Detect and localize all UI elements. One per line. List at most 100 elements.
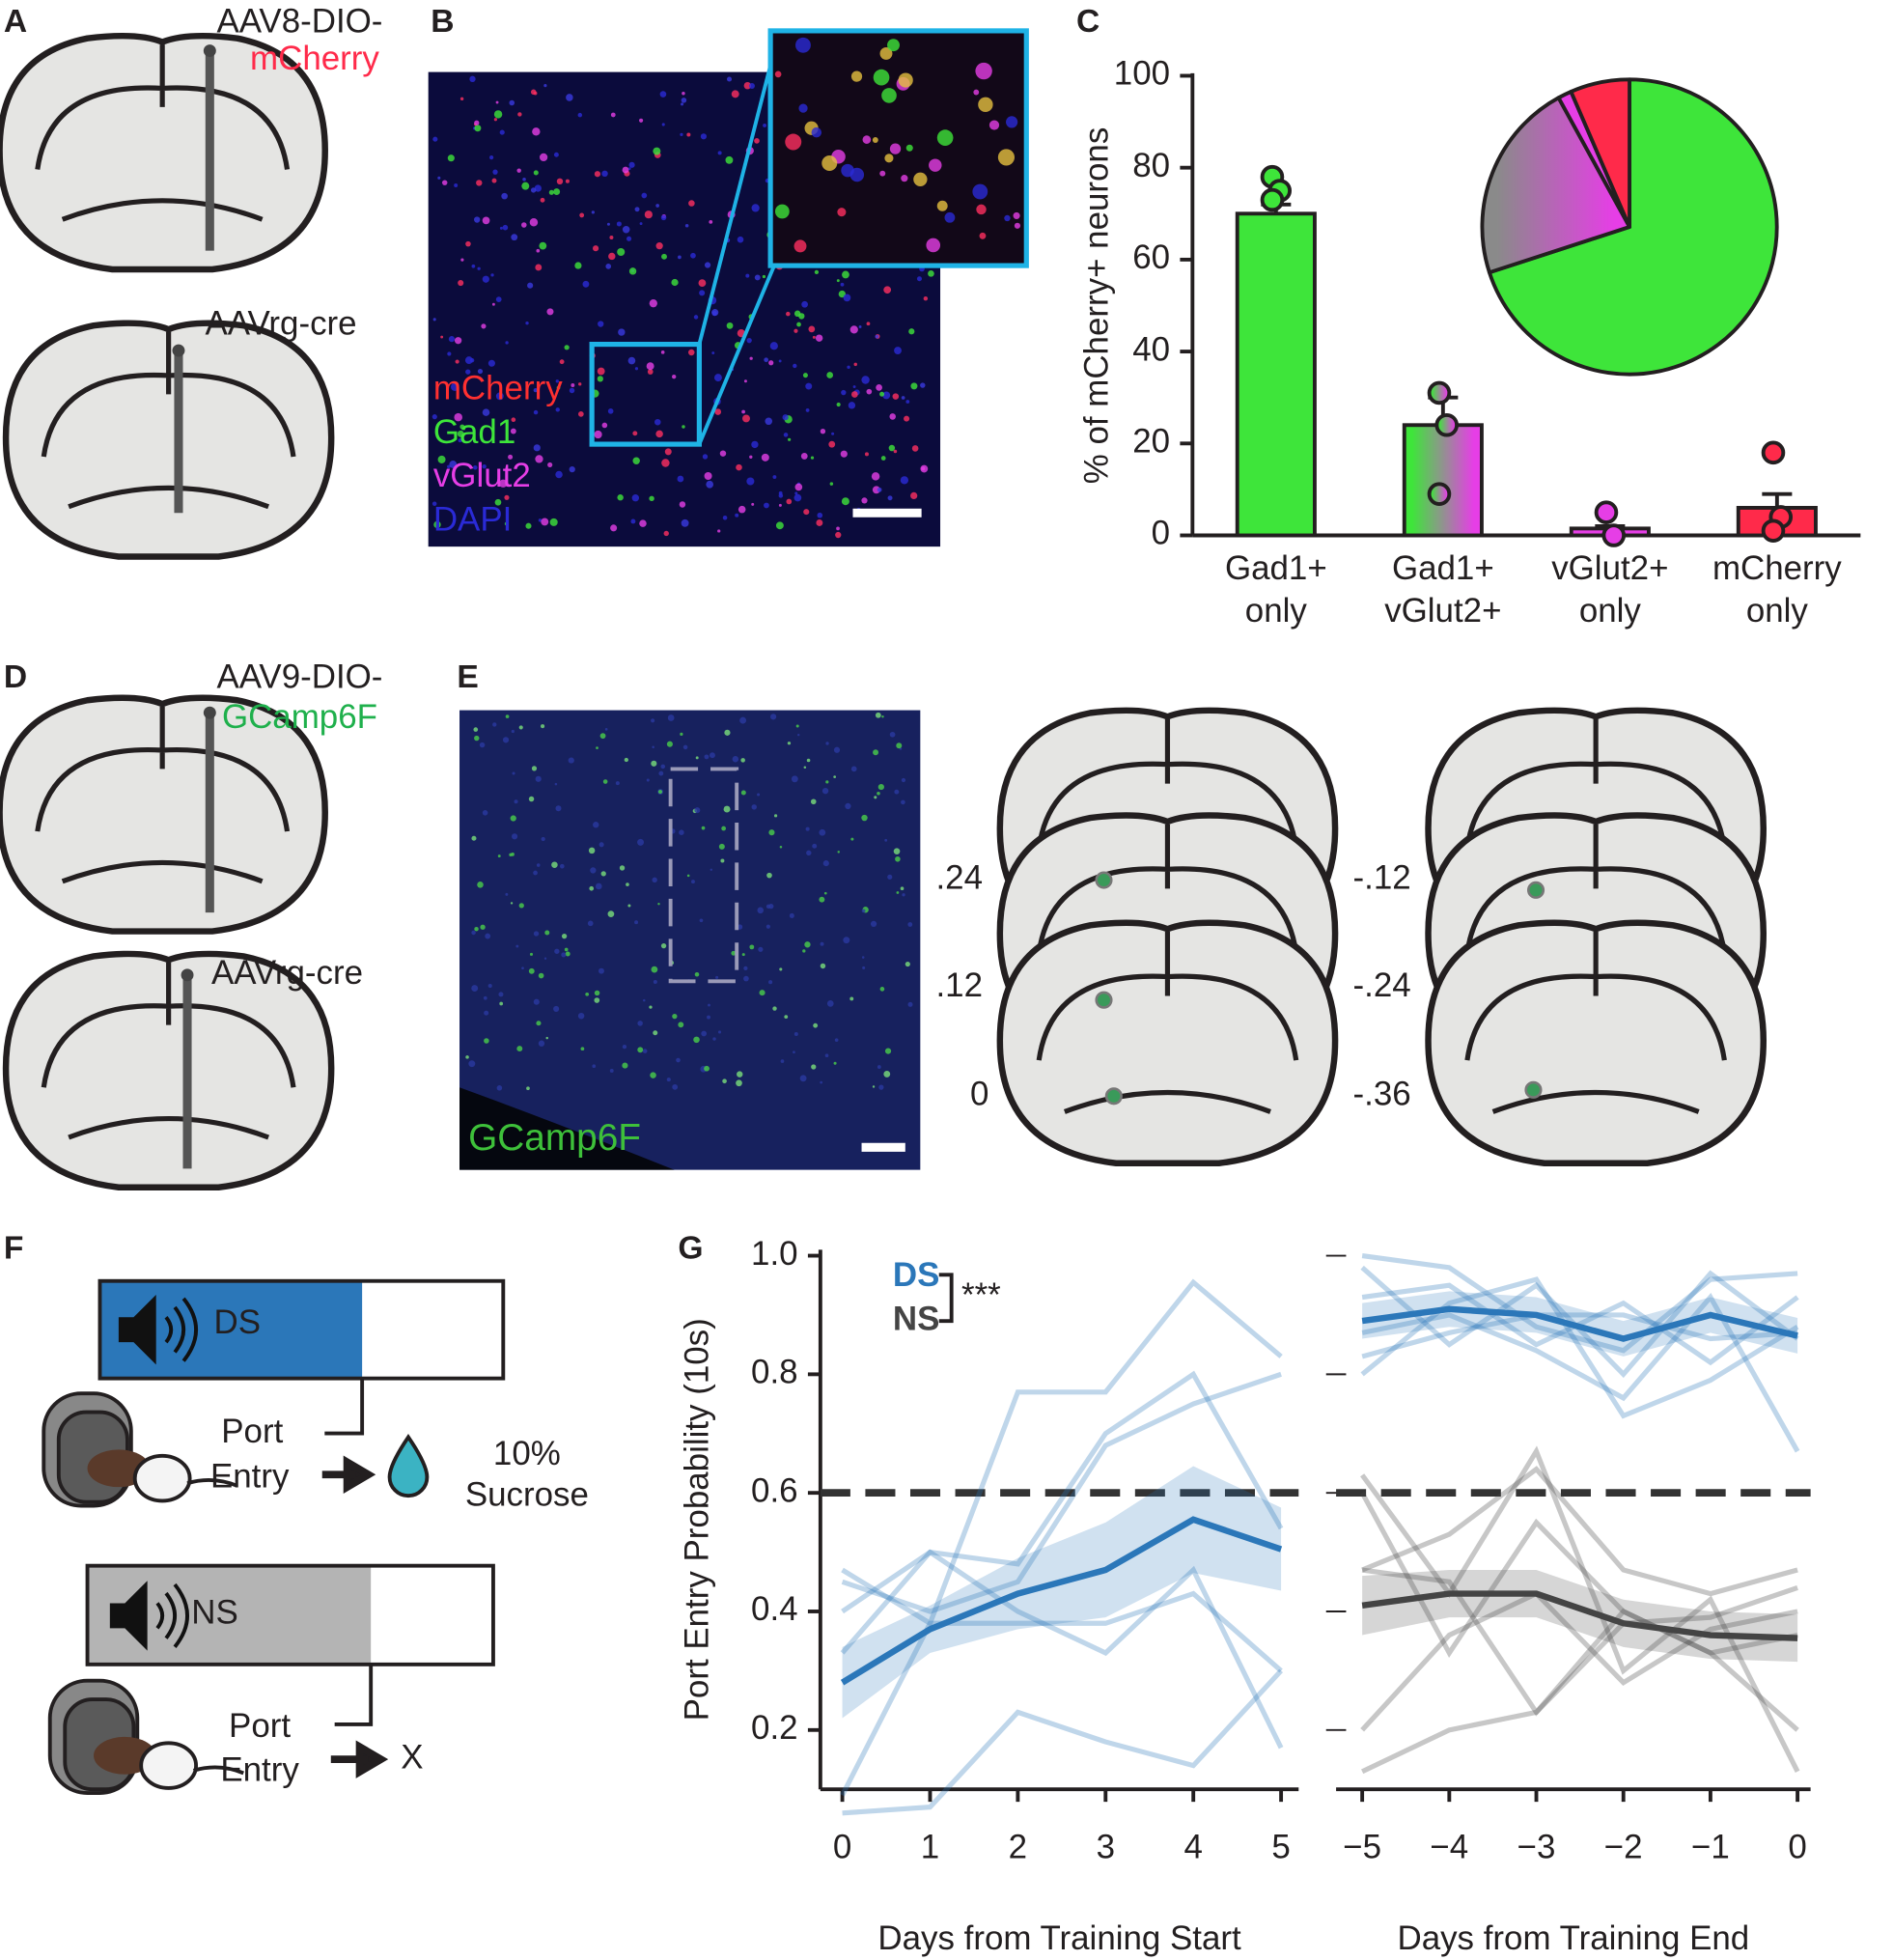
- cell: [459, 97, 464, 101]
- cell: [458, 438, 462, 443]
- cell: [828, 440, 836, 448]
- cue-label: NS: [191, 1593, 238, 1631]
- cell: [783, 433, 789, 437]
- individual-trace: [1361, 1584, 1798, 1775]
- cell: [504, 521, 509, 526]
- cell: [535, 264, 543, 271]
- y-axis-label: % of mCherry+ neurons: [1078, 127, 1116, 485]
- cell: [884, 838, 888, 842]
- cell: [564, 947, 569, 952]
- brain-structure: [35, 44, 291, 222]
- data-point: [1260, 187, 1285, 212]
- cell: [791, 775, 798, 783]
- cell: [555, 379, 560, 383]
- cell: [737, 1071, 743, 1078]
- cell: [432, 318, 436, 322]
- ds-trial-box: [97, 1278, 506, 1381]
- cell: [512, 771, 515, 775]
- cell: [836, 402, 841, 407]
- cell: [726, 322, 734, 329]
- cell: [660, 214, 667, 221]
- cell: [772, 1006, 777, 1011]
- cell: [512, 833, 518, 840]
- cell: [681, 98, 687, 103]
- cell: [861, 909, 866, 913]
- cell: [928, 269, 934, 277]
- cell: [601, 170, 608, 178]
- cell: [551, 861, 558, 868]
- x-tick-label: mCherry: [1712, 549, 1842, 587]
- cell: [535, 455, 543, 463]
- cell: [797, 733, 800, 737]
- x-tick-label: Gad1+: [1392, 549, 1494, 587]
- cell: [820, 941, 824, 946]
- cell: [577, 112, 583, 118]
- cell: [653, 979, 657, 984]
- cell: [680, 732, 683, 736]
- cell: [630, 518, 636, 524]
- cell: [592, 1064, 597, 1069]
- cell: [879, 391, 885, 397]
- panel-letter: C: [1076, 4, 1100, 40]
- cell: [663, 530, 669, 537]
- cell: [627, 356, 636, 365]
- cell: [764, 502, 769, 509]
- y-tick-label: 40: [1132, 330, 1170, 368]
- cell: [748, 82, 755, 90]
- cell: [837, 208, 847, 217]
- cell: [522, 177, 526, 182]
- cell: [704, 262, 711, 268]
- y-axis-label: Port Entry Probability (10s): [679, 1318, 716, 1721]
- cell: [517, 112, 522, 117]
- cell: [556, 385, 561, 390]
- cell: [929, 158, 942, 172]
- cell: [894, 789, 900, 795]
- cell: [831, 432, 835, 435]
- cell: [655, 204, 659, 208]
- cell: [495, 296, 502, 302]
- cell: [492, 169, 498, 175]
- cell: [622, 225, 630, 234]
- cell: [693, 315, 699, 320]
- cell: [607, 408, 614, 414]
- cell: [632, 457, 640, 464]
- cell: [577, 1012, 585, 1020]
- cell: [599, 842, 604, 848]
- cell: [813, 1022, 819, 1028]
- bregma-label: -.24: [1353, 966, 1411, 1004]
- cell: [450, 382, 459, 391]
- cell: [653, 1030, 658, 1036]
- cell: [626, 882, 629, 886]
- cell: [764, 357, 768, 363]
- cell: [598, 321, 604, 327]
- inset-connector: [697, 50, 776, 346]
- cell: [889, 413, 896, 420]
- cell: [499, 1001, 504, 1006]
- x-tick-label: vGlut2+: [1551, 549, 1668, 587]
- cell: [723, 805, 731, 813]
- cell: [594, 997, 600, 1003]
- x-axis-label: Days from Training Start: [877, 1919, 1241, 1957]
- rat-tail: [192, 1765, 244, 1776]
- virus-label: AAV9-DIO-: [216, 658, 382, 695]
- cell: [487, 983, 492, 989]
- cell: [769, 342, 778, 350]
- panel-letter: A: [4, 4, 27, 40]
- cell: [594, 430, 602, 439]
- cell: [910, 382, 918, 390]
- cell: [759, 990, 766, 996]
- outcome-label: Sucrose: [465, 1476, 589, 1514]
- cell: [851, 391, 858, 398]
- cell: [638, 118, 644, 123]
- cell: [882, 391, 891, 400]
- cell: [661, 123, 665, 126]
- cell: [712, 1037, 716, 1041]
- cell: [680, 132, 683, 137]
- y-tick-label: 20: [1132, 423, 1170, 461]
- x-tick-label: only: [1579, 592, 1642, 630]
- cell: [485, 933, 491, 939]
- individual-trace: [1361, 1293, 1800, 1453]
- cell: [766, 872, 772, 879]
- cell: [532, 127, 541, 136]
- cell: [717, 1030, 722, 1034]
